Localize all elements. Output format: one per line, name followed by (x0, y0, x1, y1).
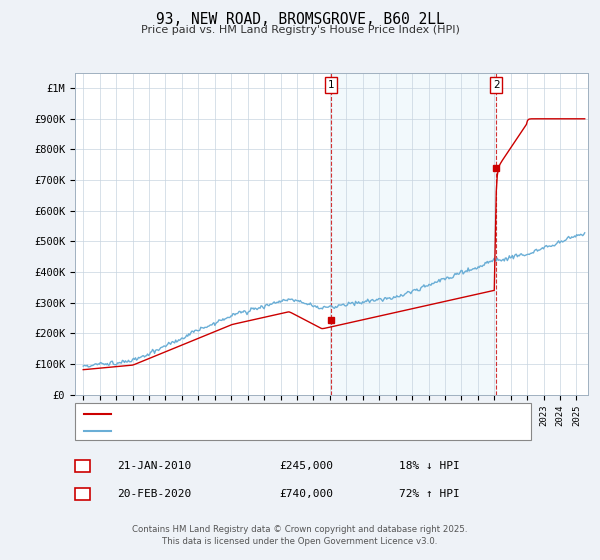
Text: 2: 2 (79, 489, 86, 499)
Text: 2: 2 (493, 80, 500, 90)
Text: Price paid vs. HM Land Registry's House Price Index (HPI): Price paid vs. HM Land Registry's House … (140, 25, 460, 35)
Text: 18% ↓ HPI: 18% ↓ HPI (399, 461, 460, 471)
Text: 1: 1 (79, 461, 86, 471)
Text: £245,000: £245,000 (279, 461, 333, 471)
Text: 93, NEW ROAD, BROMSGROVE, B60 2LL (detached house): 93, NEW ROAD, BROMSGROVE, B60 2LL (detac… (114, 409, 414, 419)
Text: 1: 1 (328, 80, 334, 90)
Text: 21-JAN-2010: 21-JAN-2010 (117, 461, 191, 471)
Text: Contains HM Land Registry data © Crown copyright and database right 2025.
This d: Contains HM Land Registry data © Crown c… (132, 525, 468, 546)
Text: £740,000: £740,000 (279, 489, 333, 499)
Bar (331, 73, 496, 395)
Text: HPI: Average price, detached house, Bromsgrove: HPI: Average price, detached house, Brom… (114, 426, 390, 436)
Text: 72% ↑ HPI: 72% ↑ HPI (399, 489, 460, 499)
Text: 93, NEW ROAD, BROMSGROVE, B60 2LL: 93, NEW ROAD, BROMSGROVE, B60 2LL (155, 12, 445, 27)
Text: 20-FEB-2020: 20-FEB-2020 (117, 489, 191, 499)
